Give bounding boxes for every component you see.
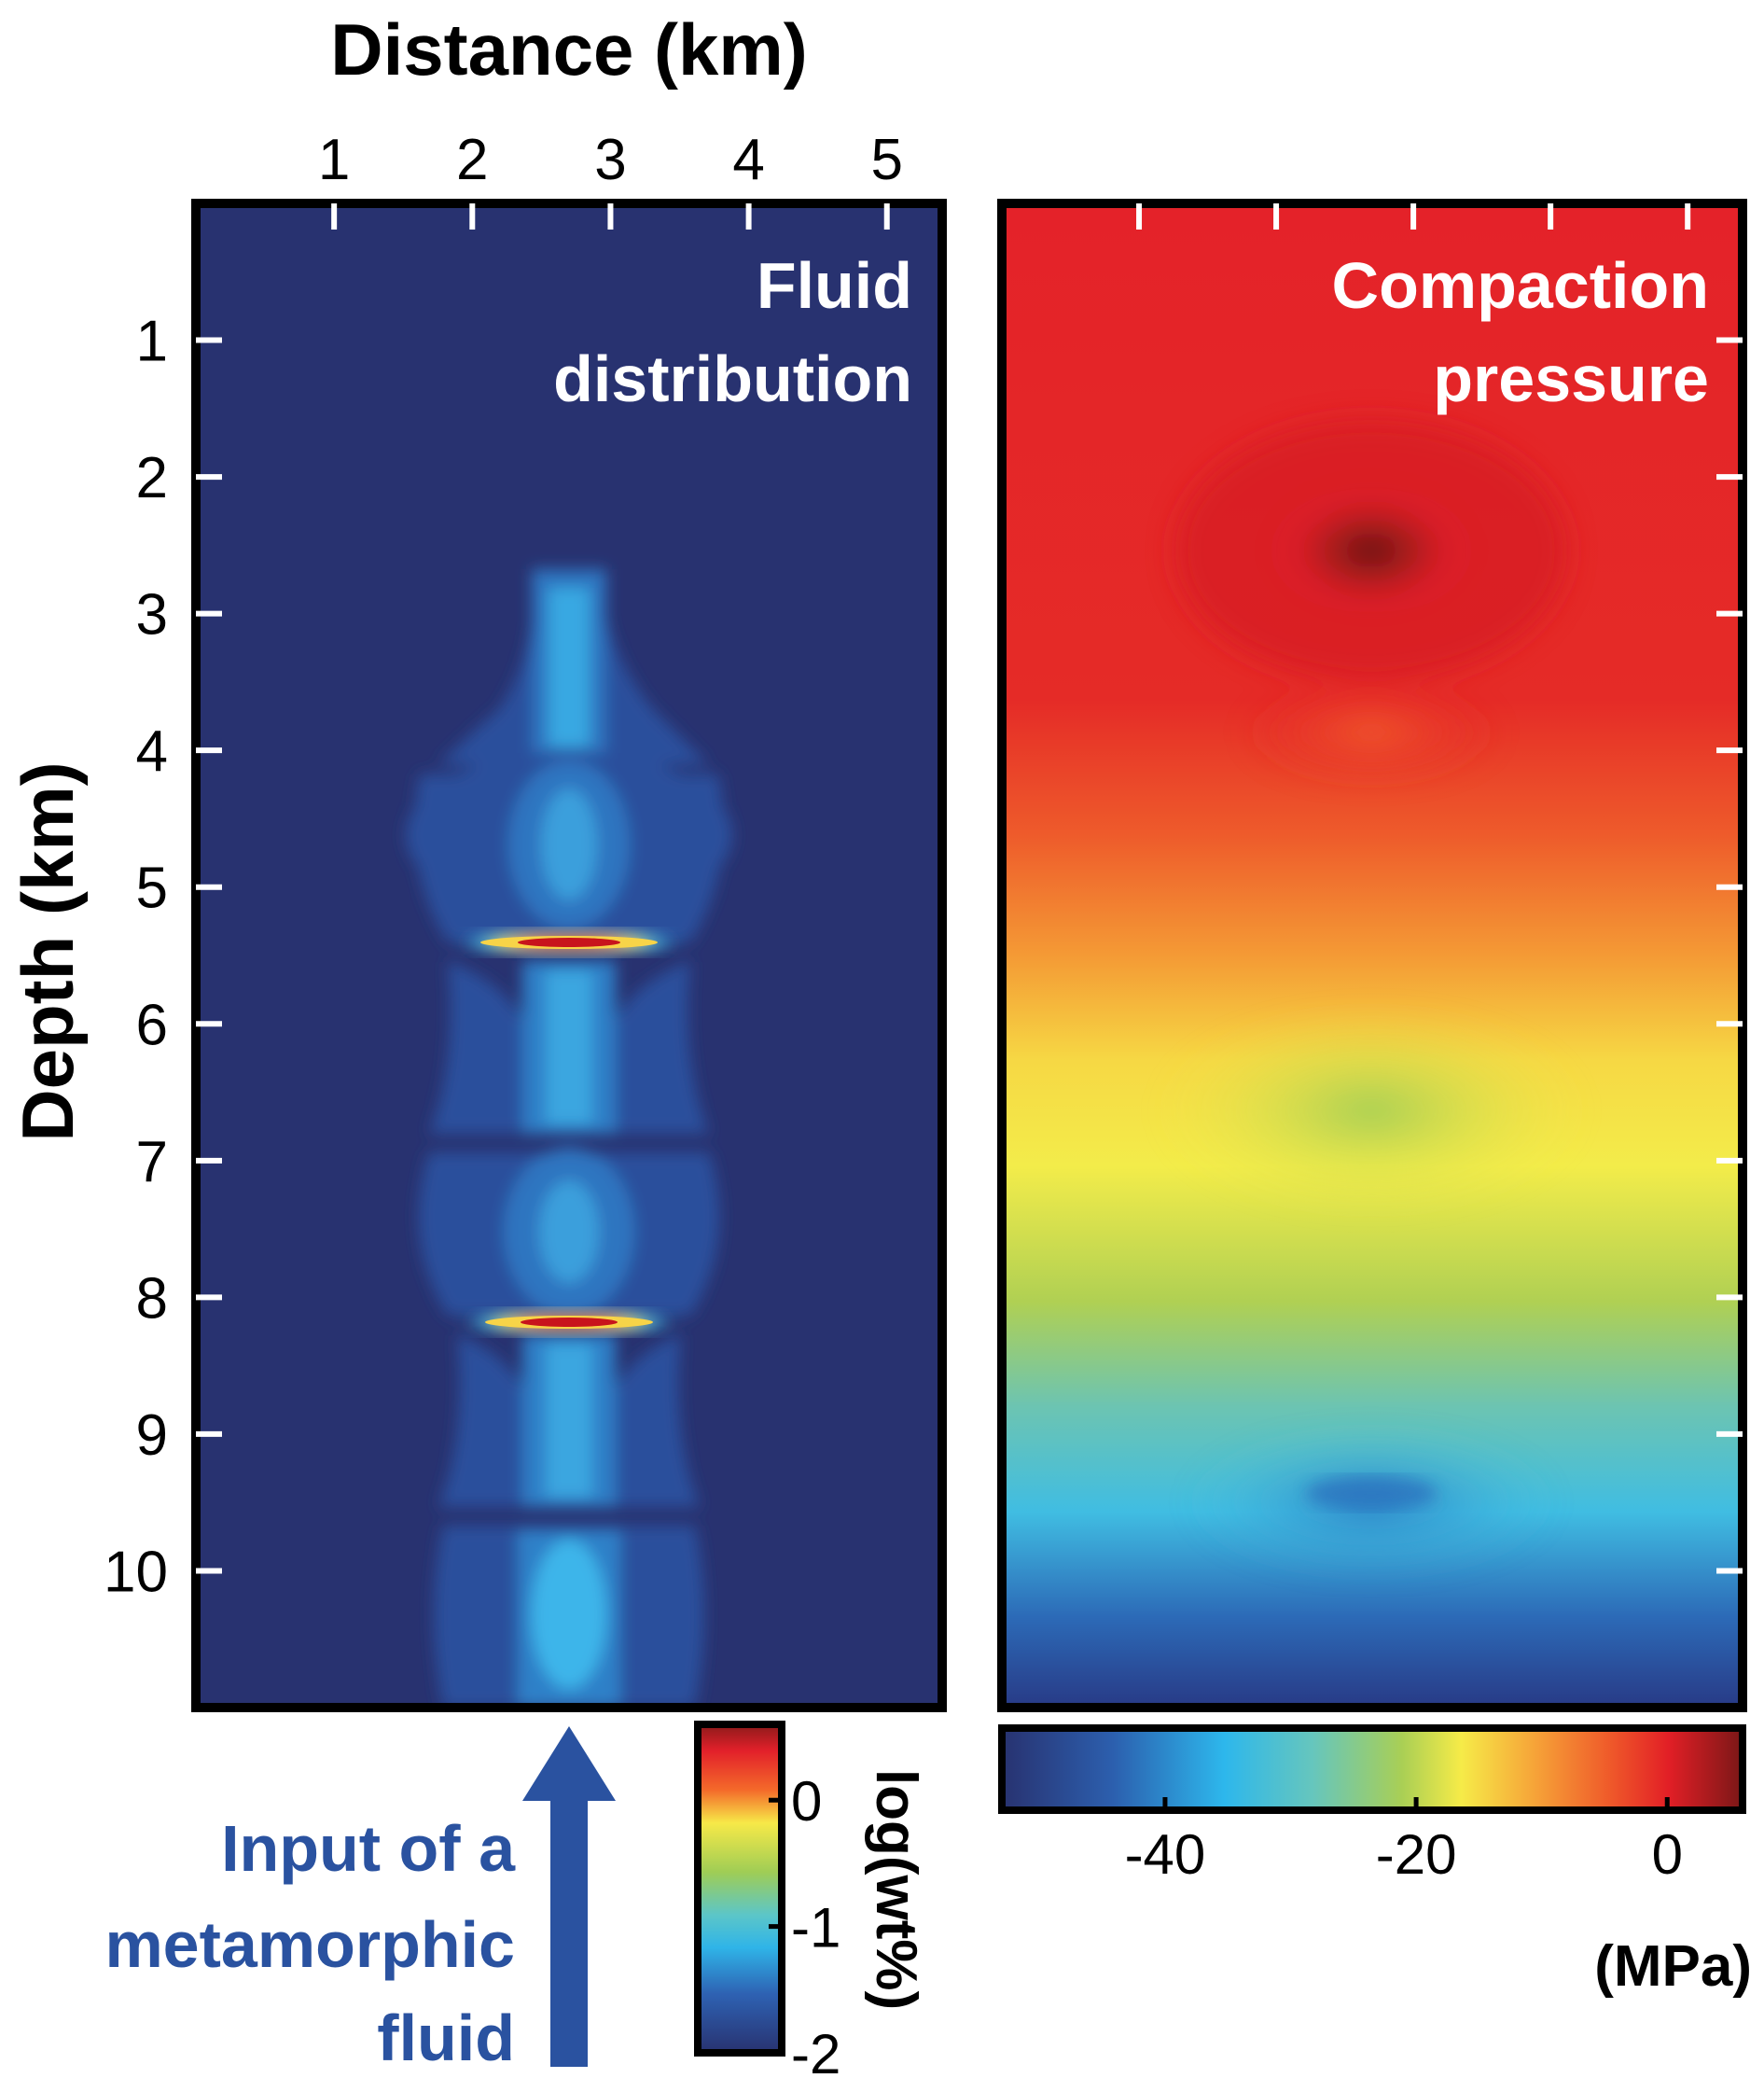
x-tick-label: 1 xyxy=(318,128,350,192)
fluid-colorbar-tick-label: 0 xyxy=(791,1770,822,1833)
y-tick-label: 8 xyxy=(136,1266,168,1331)
x-axis-label: Distance (km) xyxy=(330,8,808,91)
fluid-frame xyxy=(191,199,947,1712)
y-tick-label: 2 xyxy=(136,446,168,510)
fluid-colorbar-tick-label: -1 xyxy=(791,1897,840,1960)
y-tick-label: 10 xyxy=(104,1540,168,1604)
y-tick-label: 4 xyxy=(136,719,168,784)
y-tick-label: 6 xyxy=(136,993,168,1057)
fluid-colorbar-label: log(wt%) xyxy=(864,1769,928,2010)
y-axis-label: Depth (km) xyxy=(7,761,89,1141)
axis-ticks xyxy=(196,203,1743,1574)
pressure-title-line1: Compaction xyxy=(1332,249,1709,322)
x-tick-label: 3 xyxy=(594,128,626,192)
y-tick-label: 1 xyxy=(136,310,168,374)
pressure-frame xyxy=(997,199,1747,1712)
fluid-colorbar-tick-label: -2 xyxy=(791,2023,840,2085)
y-tick-label: 5 xyxy=(136,857,168,921)
x-tick-labels: 1 2 3 4 5 xyxy=(318,128,903,192)
pressure-colorbar-tick-label: -20 xyxy=(1376,1823,1457,1886)
pressure-colorbar-label: (MPa) xyxy=(1594,1934,1752,1999)
fluid-panel xyxy=(196,203,942,1708)
fluid-title-line1: Fluid xyxy=(757,249,912,322)
pressure-colorbar: -40 -20 0 (MPa) xyxy=(998,1724,1752,1999)
fluid-colorbar: 0 -1 -2 log(wt%) xyxy=(694,1721,928,2085)
y-tick-labels: 1 2 3 4 5 6 7 8 9 10 xyxy=(104,310,168,1605)
x-tick-label: 4 xyxy=(732,128,764,192)
fluid-colorbar-ticks: 0 -1 -2 xyxy=(769,1770,840,2085)
fluid-column xyxy=(406,569,732,1708)
pressure-colorbar-ticks: -40 -20 0 xyxy=(1125,1797,1683,1886)
y-tick-label: 9 xyxy=(136,1403,168,1468)
annotation-line1: Input of a xyxy=(221,1812,516,1885)
y-tick-label: 7 xyxy=(136,1130,168,1194)
y-tick-label: 3 xyxy=(136,583,168,648)
pressure-colorbar-tick-label: 0 xyxy=(1652,1823,1683,1886)
pressure-colorbar-tick-label: -40 xyxy=(1125,1823,1206,1886)
pressure-title-line2: pressure xyxy=(1433,342,1709,415)
pressure-panel xyxy=(1002,203,1743,1708)
annotation-line3: fluid xyxy=(377,2001,515,2074)
annotation-line2: metamorphic xyxy=(104,1908,515,1981)
x-tick-label: 2 xyxy=(456,128,488,192)
input-arrow xyxy=(522,1726,616,2067)
x-tick-label: 5 xyxy=(870,128,902,192)
fluid-peaks xyxy=(457,929,681,1335)
fluid-title-line2: distribution xyxy=(553,342,912,415)
